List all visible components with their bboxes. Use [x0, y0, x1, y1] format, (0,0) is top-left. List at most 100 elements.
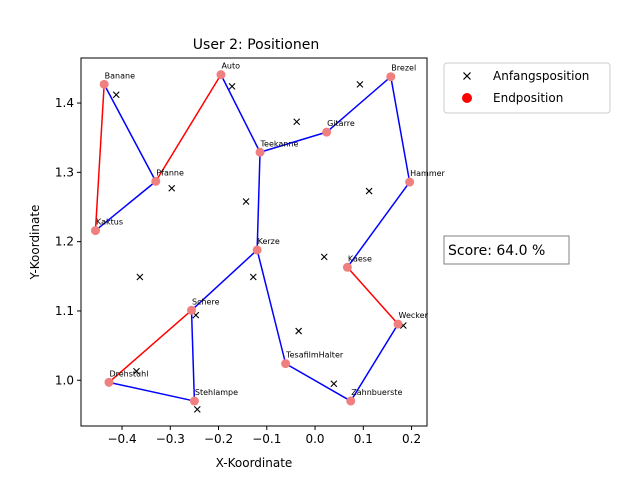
edge-kerze-schere — [191, 249, 258, 311]
end-markers-layer — [90, 70, 415, 406]
x-axis-ticks: −0.4 −0.3 −0.2 −0.1 0.0 0.1 0.2 — [107, 426, 421, 446]
edge-brezel-hammer — [390, 76, 411, 183]
start-position-marker — [133, 367, 140, 375]
y-tick-label: 1.4 — [55, 96, 74, 110]
start-marker-stroke — [330, 380, 338, 388]
point-label-pfanne: Pfanne — [156, 168, 184, 177]
legend-start-marker-icon — [463, 72, 471, 80]
edge-banane-pfanne — [103, 83, 157, 182]
point-label-brezel: Brezel — [391, 64, 416, 73]
legend-end-marker-icon — [462, 93, 472, 103]
start-marker-stroke — [293, 118, 301, 126]
x-axis-label: X-Koordinate — [216, 456, 293, 470]
end-marker-wecker — [393, 319, 403, 329]
point-label-gitarre: Gitarre — [327, 119, 355, 128]
start-marker-stroke — [365, 187, 373, 195]
start-position-marker — [365, 187, 373, 195]
start-position-marker — [242, 198, 250, 205]
edge-kerze-teekanne — [256, 152, 261, 250]
x-tick-label: 0.0 — [305, 432, 324, 446]
legend-box — [443, 62, 611, 114]
edges-layer — [94, 74, 411, 402]
start-position-marker — [293, 118, 301, 126]
start-marker-stroke — [112, 91, 120, 99]
point-label-schere: Schere — [192, 297, 220, 306]
start-marker-stroke — [136, 273, 144, 281]
point-label-auto: Auto — [221, 62, 240, 71]
start-marker-stroke — [249, 273, 257, 281]
end-marker-banane — [99, 79, 109, 89]
start-marker-stroke — [192, 311, 200, 319]
edge-schere-drehstuhl — [108, 309, 193, 383]
x-tick-label: −0.2 — [204, 432, 233, 446]
start-marker-stroke — [193, 405, 201, 413]
start-marker-stroke — [295, 327, 303, 335]
start-marker-stroke — [133, 367, 140, 375]
y-tick-label: 1.2 — [55, 235, 74, 249]
edge-kaese-wecker — [346, 266, 399, 325]
end-marker-kerze — [252, 245, 262, 255]
edge-gitarre-brezel — [326, 76, 392, 133]
x-tick-label: −0.4 — [107, 432, 136, 446]
start-position-marker — [228, 83, 236, 90]
point-label-kaese: Kaese — [348, 254, 372, 263]
start-position-marker — [330, 380, 338, 388]
point-label-drehstuhl: Drehstuhl — [109, 369, 148, 378]
start-position-marker — [168, 184, 176, 192]
legend: Anfangsposition Endposition — [443, 62, 611, 114]
point-label-kerze: Kerze — [258, 237, 280, 246]
point-label-tesafilmhalter: TesafilmHalter — [285, 351, 344, 360]
legend-label-start: Anfangsposition — [493, 69, 589, 83]
x-tick-label: 0.2 — [402, 432, 421, 446]
point-label-hammer: Hammer — [410, 169, 445, 178]
start-marker-stroke — [168, 184, 176, 192]
chart-title: User 2: Positionen — [193, 37, 319, 53]
start-marker-stroke — [356, 80, 364, 88]
x-tick-label: 0.1 — [354, 432, 373, 446]
edge-banane-kaktus — [94, 84, 105, 231]
edge-zahnbuerste-tesafilmhalter — [285, 362, 352, 402]
edge-tesafilmhalter-kerze — [256, 249, 287, 364]
start-marker-stroke — [320, 253, 328, 261]
point-label-banane: Banane — [105, 71, 135, 80]
start-marker-stroke — [242, 198, 250, 205]
start-position-marker — [295, 327, 303, 335]
end-marker-stehlampe — [189, 396, 199, 406]
score-box-frame — [443, 235, 570, 265]
x-tick-label: −0.1 — [252, 432, 281, 446]
edge-wecker-zahnbuerste — [350, 323, 399, 402]
point-label-kaktus: Kaktus — [96, 218, 123, 227]
edge-hammer-kaese — [346, 181, 411, 268]
start-position-marker — [193, 405, 201, 413]
point-label-wecker: Wecker — [399, 311, 429, 320]
score-box: Score: 64.0 % — [443, 235, 570, 265]
start-position-marker — [112, 91, 120, 99]
end-marker-hammer — [405, 177, 415, 187]
edge-stehlampe-drehstuhl — [108, 381, 195, 402]
end-marker-drehstuhl — [104, 377, 114, 387]
end-marker-kaktus — [90, 226, 100, 236]
edge-schere-stehlampe — [190, 310, 196, 402]
edge-teekanne-gitarre — [259, 131, 327, 153]
point-labels-layer: Banane Auto Brezel Gitarre Teekanne Pfanne Ham… — [96, 62, 446, 397]
legend-label-end: Endposition — [493, 91, 563, 105]
edge-pfanne-auto — [155, 74, 222, 182]
end-marker-gitarre — [322, 127, 332, 137]
end-marker-brezel — [386, 72, 396, 82]
end-marker-kaese — [342, 262, 352, 272]
start-marker-stroke — [399, 322, 407, 329]
y-axis-ticks: 1.0 1.1 1.2 1.3 1.4 — [55, 96, 81, 387]
edge-auto-teekanne — [220, 74, 261, 153]
plot-area: Banane Auto Brezel Gitarre Teekanne Pfanne Ham… — [80, 57, 446, 427]
start-markers-layer — [112, 80, 407, 413]
start-position-marker — [249, 273, 257, 281]
y-tick-label: 1.0 — [55, 373, 74, 387]
x-tick-label: −0.3 — [156, 432, 185, 446]
point-label-teekanne: Teekanne — [260, 139, 299, 148]
y-axis-label: Y-Koordinate — [28, 205, 42, 281]
y-tick-label: 1.3 — [55, 165, 74, 179]
end-marker-zahnbuerste — [346, 396, 356, 406]
score-text: Score: 64.0 % — [448, 243, 545, 259]
